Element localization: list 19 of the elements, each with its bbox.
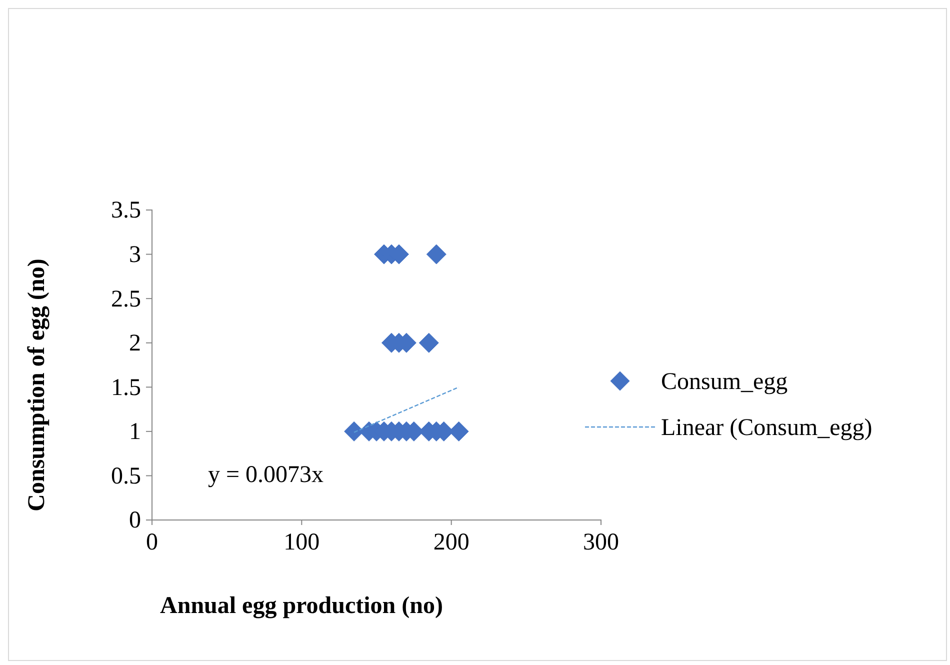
point (418, 332, 439, 353)
y-tick-label: 2.5 (111, 286, 141, 312)
x-tick-label: 300 (583, 530, 619, 556)
y-tick-label: 3 (129, 242, 141, 268)
x-axis-title: Annual egg production (no) (160, 593, 443, 619)
y-tick-label: 2 (129, 330, 141, 357)
legend-label: Linear (Consum_egg) (661, 415, 872, 441)
y-axis-title: Consumption of egg (no) (24, 258, 50, 512)
y-tick-label: 3.5 (111, 198, 141, 224)
x-tick-label: 0 (146, 530, 158, 556)
point (426, 244, 446, 264)
y-tick-label: 0 (129, 508, 141, 534)
x-tick-label: 100 (284, 530, 320, 556)
x-tick-label: 200 (433, 530, 470, 556)
y-tick-label: 0.5 (111, 463, 141, 490)
y-tick-label: 1.5 (111, 374, 141, 401)
legend-label: Consum_egg (661, 369, 788, 395)
y-tick-label: 1 (129, 419, 141, 446)
annotation: y = 0.0073x (208, 462, 324, 488)
